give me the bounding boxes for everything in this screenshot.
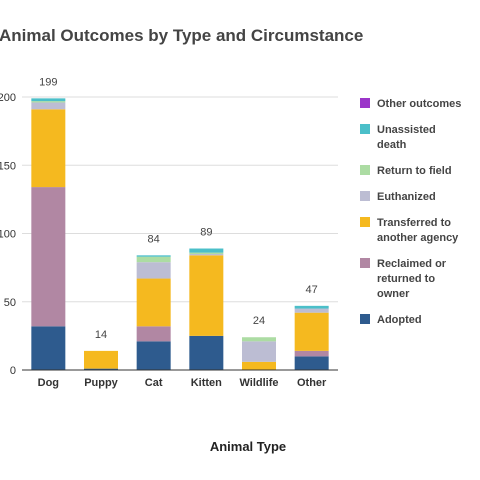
- bar-segment: [189, 335, 224, 370]
- legend-label: another agency: [377, 232, 459, 244]
- x-tick-label: Kitten: [191, 377, 222, 389]
- legend-swatch: [360, 124, 370, 134]
- y-tick-label: 200: [0, 92, 16, 104]
- bar-segment: [136, 341, 171, 370]
- bar-segment: [31, 187, 66, 327]
- chart-title: Animal Outcomes by Type and Circumstance: [0, 26, 363, 45]
- x-axis-category-labels: Dog Puppy Cat Kitten Wildlife Other: [38, 377, 327, 389]
- bar-segment: [294, 350, 329, 357]
- x-tick-label: Puppy: [84, 377, 118, 389]
- y-axis-ticks: 0 50 100 150 200: [0, 92, 16, 377]
- bar-segment: [294, 356, 329, 370]
- x-tick-label: Other: [297, 377, 327, 389]
- bar-total-label: 199: [39, 76, 57, 88]
- legend-item: Return to field: [360, 165, 452, 177]
- bar-total-label: 14: [95, 329, 107, 341]
- bar-segment: [189, 253, 224, 256]
- legend-label: Adopted: [377, 314, 422, 326]
- bar-segment: [136, 278, 171, 327]
- bar-segment: [136, 256, 171, 263]
- bar-total-label: 47: [306, 284, 318, 296]
- bar-segment: [189, 248, 224, 253]
- bar-segment: [31, 109, 66, 188]
- bar-segment: [294, 305, 329, 309]
- y-tick-label: 100: [0, 229, 16, 241]
- bar-segment: [294, 312, 329, 351]
- bar-total-labels: 199 14 84 89 24 47: [39, 76, 318, 341]
- legend-label: Other outcomes: [377, 98, 461, 110]
- legend-item: Transferred to another agency: [360, 217, 459, 244]
- gridlines: [22, 96, 338, 303]
- legend: Other outcomes Unassisted death Return to f…: [360, 98, 461, 326]
- bar-segment: [294, 308, 329, 313]
- bar-segment: [136, 255, 171, 257]
- bar-segment: [136, 262, 171, 279]
- legend-swatch: [360, 258, 370, 268]
- x-tick-label: Wildlife: [239, 377, 278, 389]
- x-axis-title: Animal Type: [210, 439, 286, 454]
- bar-segment: [31, 102, 66, 110]
- bar-total-label: 84: [148, 233, 160, 245]
- legend-swatch: [360, 314, 370, 324]
- bar-segment: [242, 337, 276, 342]
- bar-segment: [189, 255, 224, 336]
- bar-segment: [84, 368, 118, 370]
- bar-segment: [136, 326, 171, 342]
- legend-label: Transferred to: [377, 217, 451, 229]
- bar-segment: [242, 341, 276, 362]
- legend-swatch: [360, 165, 370, 175]
- legend-label: death: [377, 139, 407, 151]
- legend-item: Euthanized: [360, 191, 436, 203]
- bars: [31, 98, 329, 370]
- bar-segment: [31, 101, 66, 103]
- x-tick-label: Cat: [145, 377, 163, 389]
- bar-total-label: 89: [200, 227, 212, 239]
- legend-item: Other outcomes: [360, 98, 461, 110]
- x-tick-label: Dog: [38, 377, 59, 389]
- bar-segment: [31, 326, 66, 370]
- y-tick-label: 0: [10, 365, 16, 377]
- bar-segment: [242, 361, 276, 370]
- legend-label: Return to field: [377, 165, 452, 177]
- legend-swatch: [360, 98, 370, 108]
- legend-item: Adopted: [360, 314, 422, 326]
- legend-label: Euthanized: [377, 191, 436, 203]
- y-tick-label: 150: [0, 160, 16, 172]
- bar-segment: [31, 98, 66, 102]
- legend-item: Reclaimed or returned to owner: [360, 258, 447, 300]
- y-tick-label: 50: [4, 297, 16, 309]
- bar-segment: [189, 252, 224, 254]
- bar-segment: [84, 350, 118, 369]
- legend-label: Reclaimed or: [377, 258, 447, 270]
- legend-item: Unassisted death: [360, 124, 436, 151]
- legend-swatch: [360, 191, 370, 201]
- bar-total-label: 24: [253, 315, 265, 327]
- legend-label: Unassisted: [377, 124, 436, 136]
- legend-label: owner: [377, 288, 410, 300]
- legend-label: returned to: [377, 273, 435, 285]
- legend-swatch: [360, 217, 370, 227]
